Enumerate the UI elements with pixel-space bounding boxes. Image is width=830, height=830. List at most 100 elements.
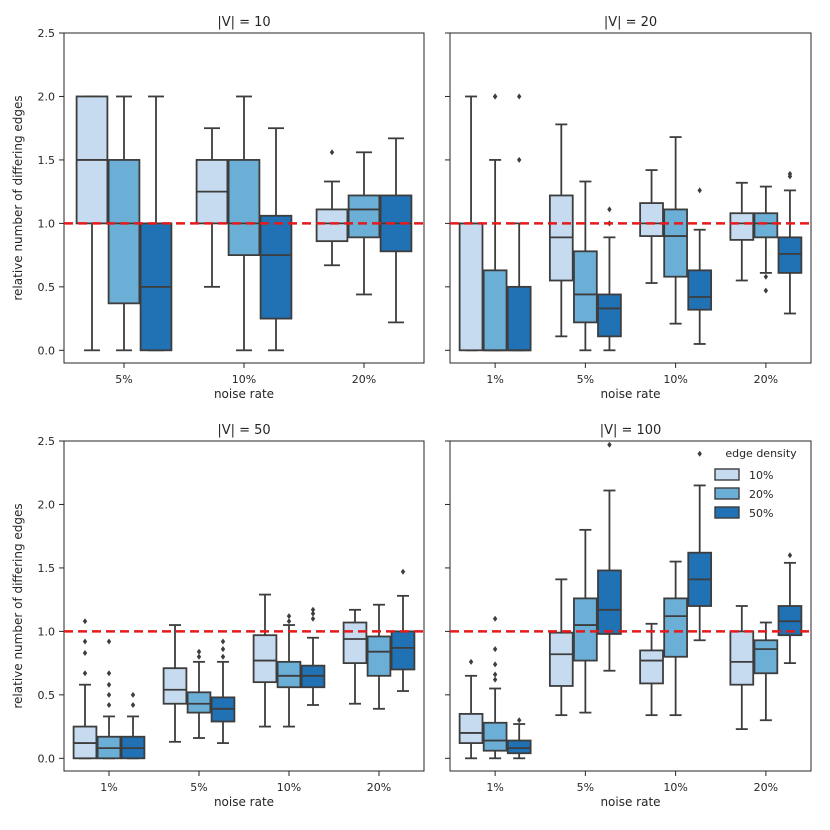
x-tick-label: 5%	[577, 781, 594, 794]
panel-3: |V| = 50 0.0 0.5 1.0 1.5 2.0 2.5 relative numbe…	[11, 423, 425, 809]
legend-entry: 10%	[749, 469, 773, 482]
box-5%-density-50%	[597, 206, 622, 352]
outlier-marker	[492, 661, 498, 668]
y-tick-label: 0.0	[38, 344, 56, 357]
legend-swatch	[714, 487, 740, 500]
outlier-marker	[697, 450, 702, 457]
x-tick-label: 5%	[190, 781, 207, 794]
box-10%-density-50%	[300, 606, 326, 706]
outlier-marker	[697, 187, 702, 194]
box-5%-density-20%	[107, 95, 141, 352]
outlier-marker	[763, 287, 769, 294]
box-20%-density-50%	[777, 170, 803, 315]
outlier-marker	[220, 653, 226, 660]
outlier-marker	[607, 441, 612, 448]
x-tick-label: 20%	[352, 373, 376, 386]
box-10%-density-10%	[639, 169, 664, 284]
x-tick-label: 20%	[754, 373, 778, 386]
box-body	[315, 208, 349, 243]
box-body	[597, 569, 622, 635]
box-body	[639, 649, 664, 685]
box-body	[573, 250, 598, 324]
box-body	[227, 159, 261, 257]
outlier-marker	[286, 613, 292, 620]
box-5%-density-10%	[548, 123, 574, 338]
box-body	[597, 293, 622, 338]
box-20%-density-20%	[347, 151, 381, 296]
y-tick-label: 2.0	[38, 90, 56, 103]
x-tick-label: 20%	[754, 781, 778, 794]
box-1%-density-50%	[506, 93, 532, 352]
outlier-marker	[220, 646, 226, 653]
outlier-marker	[106, 670, 112, 677]
outlier-marker	[492, 93, 498, 100]
outlier-marker	[607, 206, 612, 213]
box-body	[729, 630, 755, 686]
y-tick-label: 0.5	[38, 281, 56, 294]
outlier-marker	[82, 618, 88, 625]
x-tick-label: 1%	[486, 781, 503, 794]
y-tick-label: 2.0	[38, 498, 56, 511]
box-body	[390, 630, 416, 671]
box-body	[482, 721, 508, 752]
box-20%-density-50%	[777, 552, 803, 665]
y-tick-label: 2.5	[38, 435, 56, 448]
outlier-marker	[310, 610, 316, 617]
box-10%-density-20%	[276, 613, 302, 728]
box-body	[753, 639, 779, 675]
box-5%-density-10%	[548, 578, 574, 717]
y-tick-label: 0.5	[38, 689, 56, 702]
box-body	[573, 597, 598, 662]
x-tick-label: 5%	[115, 373, 132, 386]
y-tick-label: 0.0	[38, 752, 56, 765]
x-tick-label: 20%	[367, 781, 391, 794]
box-body	[729, 212, 755, 241]
y-axis-label: relative number of differing edges	[11, 95, 25, 300]
outlier-marker	[82, 649, 88, 656]
box-body	[252, 634, 278, 684]
box-5%-density-50%	[597, 441, 622, 672]
box-20%-density-10%	[315, 149, 349, 267]
box-10%-density-50%	[259, 127, 293, 352]
box-1%-density-10%	[458, 658, 484, 760]
x-axis-label: noise rate	[214, 387, 274, 401]
outlier-marker	[106, 638, 112, 645]
box-body	[259, 214, 293, 320]
legend-entry: 50%	[749, 507, 773, 520]
box-body	[342, 621, 368, 665]
box-5%-density-50%	[210, 638, 236, 744]
box-body	[663, 208, 688, 278]
legend-entry: 20%	[749, 488, 773, 501]
y-tick-label: 1.0	[38, 625, 56, 638]
legend: edge density 10% 20% 50%	[714, 447, 797, 520]
legend-title: edge density	[725, 447, 797, 460]
outlier-marker	[82, 638, 88, 645]
box-10%-density-20%	[227, 95, 261, 352]
x-tick-label: 10%	[663, 373, 687, 386]
outlier-marker	[329, 149, 335, 156]
panel-1: |V| = 10 0.0 0.5 1.0 1.5 2.0 2.5 relative numbe…	[11, 15, 425, 401]
box-1%-density-10%	[458, 95, 484, 352]
outlier-marker	[516, 156, 522, 163]
y-tick-label: 1.0	[38, 217, 56, 230]
outlier-marker	[130, 702, 136, 708]
box-body	[753, 212, 779, 239]
box-body	[639, 202, 664, 237]
box-body	[347, 194, 381, 239]
x-axis-label: noise rate	[600, 387, 660, 401]
legend-swatch	[714, 506, 740, 519]
x-tick-label: 10%	[232, 373, 256, 386]
box-10%-density-20%	[663, 136, 688, 325]
box-10%-density-50%	[687, 450, 713, 642]
outlier-marker	[516, 93, 522, 100]
outlier-marker	[492, 676, 498, 683]
box-body	[777, 236, 803, 274]
outlier-marker	[82, 670, 88, 677]
box-1%-density-50%	[120, 691, 146, 760]
x-tick-label: 10%	[663, 781, 687, 794]
box-body	[506, 739, 532, 755]
x-tick-label: 1%	[100, 781, 117, 794]
box-10%-density-10%	[252, 593, 278, 728]
box-5%-density-10%	[162, 624, 188, 743]
box-body	[107, 159, 141, 305]
